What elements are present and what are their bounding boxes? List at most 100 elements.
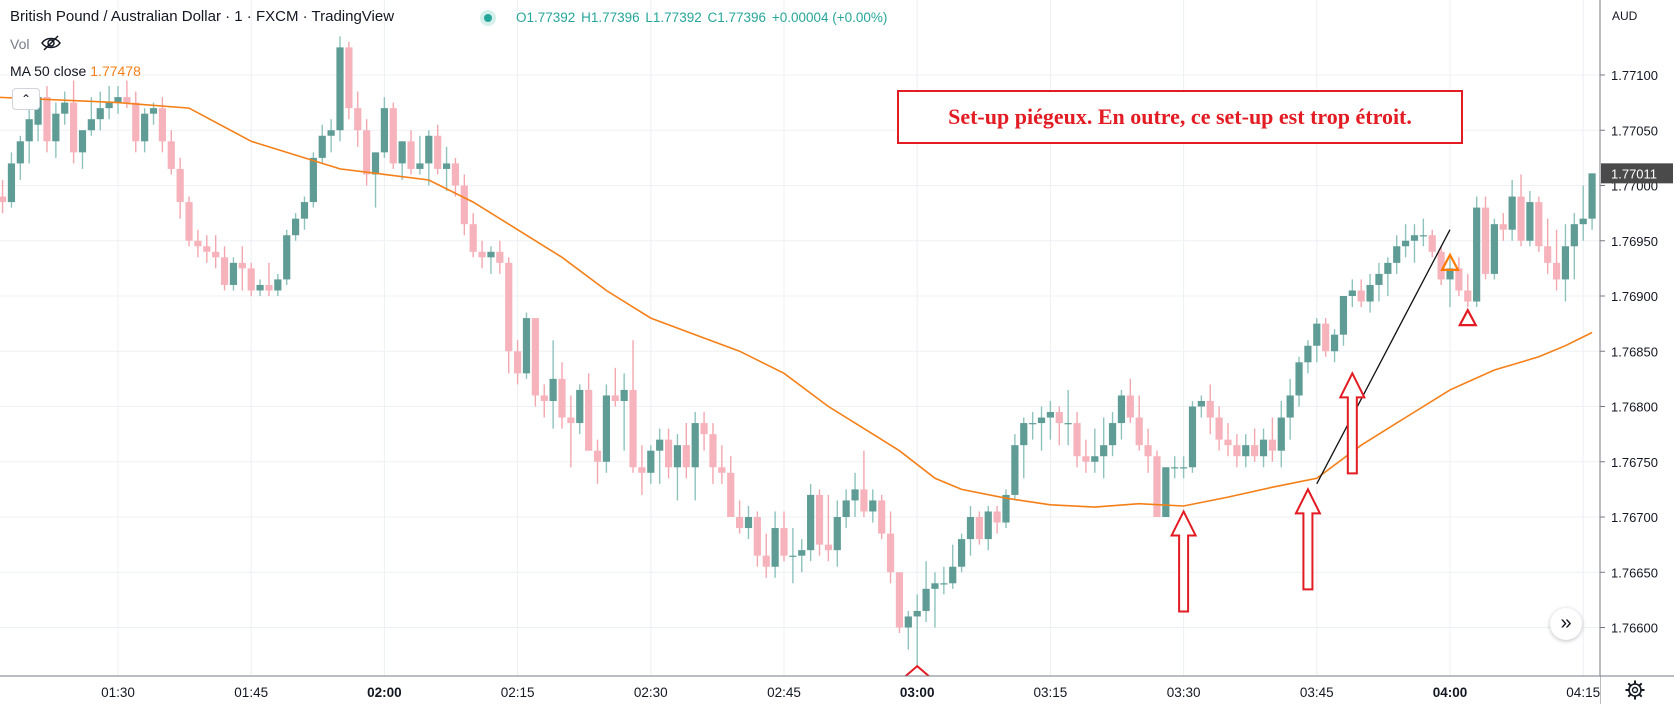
- candle: [1171, 456, 1179, 479]
- ohlc-low: L1.77392: [645, 10, 702, 25]
- candle: [478, 240, 486, 269]
- y-tick-label: 1.76950: [1611, 234, 1658, 249]
- candle: [602, 384, 610, 473]
- candle: [1384, 257, 1392, 296]
- candle: [327, 119, 335, 153]
- candle: [1082, 439, 1090, 473]
- candle: [522, 312, 531, 379]
- candle: [167, 130, 175, 175]
- price-axis[interactable]: [1600, 0, 1674, 704]
- candle: [886, 511, 895, 584]
- candle: [1437, 246, 1445, 285]
- candle: [451, 157, 460, 197]
- candle: [753, 511, 761, 567]
- scroll-to-realtime-button[interactable]: »: [1550, 608, 1582, 640]
- candle: [878, 494, 886, 540]
- collapse-legend-button[interactable]: ⌃: [12, 88, 40, 110]
- signal-triangle: [1440, 252, 1460, 271]
- candle: [1490, 218, 1498, 280]
- candle: [1517, 174, 1525, 247]
- candle: [487, 246, 495, 274]
- up-arrow-annotation[interactable]: [1169, 509, 1198, 613]
- x-tick-label: 03:30: [1167, 685, 1201, 700]
- candle: [460, 174, 468, 236]
- candle: [247, 262, 255, 296]
- x-tick-label: 01:45: [234, 685, 268, 700]
- x-tick-label: 04:00: [1433, 685, 1468, 700]
- candle: [1339, 296, 1348, 346]
- candle: [727, 456, 735, 517]
- annotation-text-box[interactable]: Set-up piégeux. En outre, ce set-up est …: [897, 90, 1463, 144]
- candle: [638, 445, 646, 495]
- candle: [141, 108, 149, 153]
- candle: [176, 157, 184, 219]
- symbol-title[interactable]: British Pound / Australian Dollar · 1 · …: [10, 8, 395, 25]
- candle: [1526, 191, 1534, 247]
- candle: [558, 362, 566, 429]
- candles: [0, 36, 1596, 678]
- candle: [664, 428, 673, 479]
- candle: [1188, 400, 1197, 473]
- up-arrow-annotation[interactable]: [1294, 487, 1322, 591]
- candle: [371, 152, 380, 208]
- candle: [647, 445, 655, 484]
- y-tick-label: 1.76700: [1611, 510, 1658, 525]
- candle: [993, 505, 1001, 534]
- y-tick-label: 1.77050: [1611, 123, 1658, 138]
- candle: [61, 91, 69, 125]
- candle: [762, 533, 770, 578]
- candle: [1162, 467, 1170, 517]
- ma50-line: [0, 96, 1593, 508]
- candle: [52, 102, 60, 158]
- candle: [824, 494, 832, 562]
- currency-label: AUD: [1612, 9, 1638, 23]
- candle: [1046, 400, 1054, 440]
- candle: [16, 135, 24, 180]
- candle: [114, 86, 122, 114]
- candle: [87, 97, 95, 136]
- candle: [7, 152, 16, 208]
- y-tick-label: 1.76800: [1611, 400, 1658, 415]
- candle: [1535, 196, 1543, 252]
- candle: [469, 213, 477, 258]
- candle: [425, 130, 433, 186]
- candle: [1304, 340, 1312, 374]
- candle: [300, 196, 309, 230]
- candle: [407, 130, 415, 175]
- candle: [1330, 329, 1339, 363]
- candle: [25, 102, 33, 164]
- candle: [1242, 434, 1250, 468]
- eye-off-icon[interactable]: [40, 34, 62, 52]
- x-tick-label: 02:45: [767, 685, 801, 700]
- candle: [833, 500, 841, 567]
- candle: [1055, 406, 1063, 446]
- candle: [416, 135, 424, 175]
- candle: [860, 450, 868, 517]
- candle: [265, 262, 273, 296]
- gear-icon[interactable]: [1624, 679, 1646, 701]
- time-axis[interactable]: [0, 676, 1600, 704]
- trend-line[interactable]: [1316, 229, 1451, 485]
- ohlc-values: O1.77392 H1.77396 L1.77392 C1.77396 +0.0…: [516, 10, 889, 25]
- ma-indicator-legend[interactable]: MA 50 close 1.77478: [10, 63, 141, 79]
- candle: [1180, 456, 1188, 479]
- candle: [1108, 412, 1117, 457]
- candle: [1552, 229, 1561, 291]
- candle: [363, 119, 371, 186]
- candle: [1508, 179, 1516, 241]
- y-tick-label: 1.76600: [1611, 621, 1658, 636]
- candle: [345, 41, 353, 120]
- candle: [1206, 384, 1214, 435]
- candle: [1366, 273, 1374, 313]
- volume-indicator-label[interactable]: Vol: [10, 36, 30, 52]
- candle: [292, 213, 300, 241]
- x-tick-label: 02:00: [367, 685, 402, 700]
- candle: [1588, 173, 1596, 230]
- y-tick-label: 1.76900: [1611, 289, 1658, 304]
- candle: [744, 505, 753, 540]
- candle: [354, 91, 362, 147]
- up-arrow-annotation[interactable]: [1338, 371, 1366, 475]
- candle: [576, 384, 584, 435]
- candle: [1268, 417, 1276, 462]
